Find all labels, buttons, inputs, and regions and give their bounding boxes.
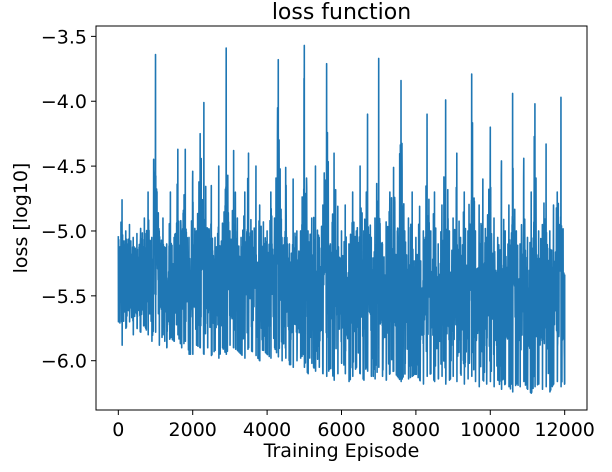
x-axis: 0 2000 4000 6000 8000 10000 12000 — [112, 410, 595, 441]
y-tick-label: −4.0 — [41, 91, 87, 113]
y-tick-label: −5.5 — [41, 286, 87, 308]
loss-series-line — [117, 44, 566, 394]
y-axis-label: loss [log10] — [10, 163, 32, 274]
x-axis-label: Training Episode — [263, 440, 420, 462]
x-tick-label: 2000 — [169, 419, 217, 441]
x-tick-label: 6000 — [317, 419, 365, 441]
x-tick-label: 12000 — [534, 419, 594, 441]
y-tick-label: −5.0 — [41, 221, 87, 243]
x-tick-label: 8000 — [392, 419, 440, 441]
y-tick-label: −3.5 — [41, 26, 87, 48]
chart-title: loss function — [272, 0, 411, 25]
plot-area — [117, 44, 566, 394]
y-tick-label: −4.5 — [41, 156, 87, 178]
y-tick-label: −6.0 — [41, 351, 87, 373]
x-tick-label: 4000 — [243, 419, 291, 441]
x-tick-label: 10000 — [460, 419, 520, 441]
y-axis: −6.0 −5.5 −5.0 −4.5 −4.0 −3.5 — [41, 26, 96, 373]
x-tick-label: 0 — [112, 419, 124, 441]
